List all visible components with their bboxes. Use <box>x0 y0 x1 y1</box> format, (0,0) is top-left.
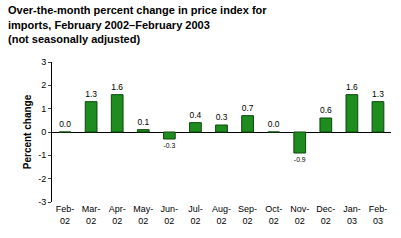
svg-text:0.0: 0.0 <box>59 119 71 129</box>
svg-text:-2: -2 <box>38 174 46 184</box>
svg-text:Feb-03: Feb-03 <box>369 204 388 226</box>
svg-text:0.3: 0.3 <box>216 112 228 122</box>
svg-text:Nov-02: Nov-02 <box>290 204 309 226</box>
svg-text:Oct-02: Oct-02 <box>265 204 282 226</box>
svg-text:Feb-02: Feb-02 <box>56 204 75 226</box>
svg-text:May-02: May-02 <box>133 204 153 226</box>
svg-text:1.3: 1.3 <box>85 89 97 99</box>
svg-text:Mar-02: Mar-02 <box>82 204 101 226</box>
svg-text:0.1: 0.1 <box>137 117 149 127</box>
svg-text:0: 0 <box>41 127 46 137</box>
svg-text:1.6: 1.6 <box>111 82 123 92</box>
svg-text:Dec-02: Dec-02 <box>316 204 335 226</box>
svg-text:Sep-02: Sep-02 <box>238 204 257 226</box>
svg-text:-0.9: -0.9 <box>294 156 306 163</box>
svg-text:-0.3: -0.3 <box>163 142 175 149</box>
svg-text:Percent change: Percent change <box>22 94 33 169</box>
svg-text:Over-the-month percent change: Over-the-month percent change in price i… <box>8 4 267 45</box>
svg-text:2: 2 <box>41 80 46 90</box>
svg-text:0.4: 0.4 <box>190 110 202 120</box>
svg-text:Jan-03: Jan-03 <box>343 204 361 226</box>
svg-text:Jun-02: Jun-02 <box>161 204 179 226</box>
svg-text:Aug-02: Aug-02 <box>212 204 231 226</box>
svg-text:Jul-02: Jul-02 <box>188 204 203 226</box>
svg-text:Apr-02: Apr-02 <box>109 204 126 226</box>
svg-text:1: 1 <box>41 104 46 114</box>
svg-text:1.6: 1.6 <box>346 82 358 92</box>
svg-text:1.3: 1.3 <box>372 89 384 99</box>
svg-text:-1: -1 <box>38 150 46 160</box>
svg-text:0.0: 0.0 <box>268 119 280 129</box>
svg-text:-3: -3 <box>38 197 46 207</box>
svg-text:0.7: 0.7 <box>242 103 254 113</box>
svg-text:0.6: 0.6 <box>320 105 332 115</box>
svg-text:3: 3 <box>41 57 46 67</box>
